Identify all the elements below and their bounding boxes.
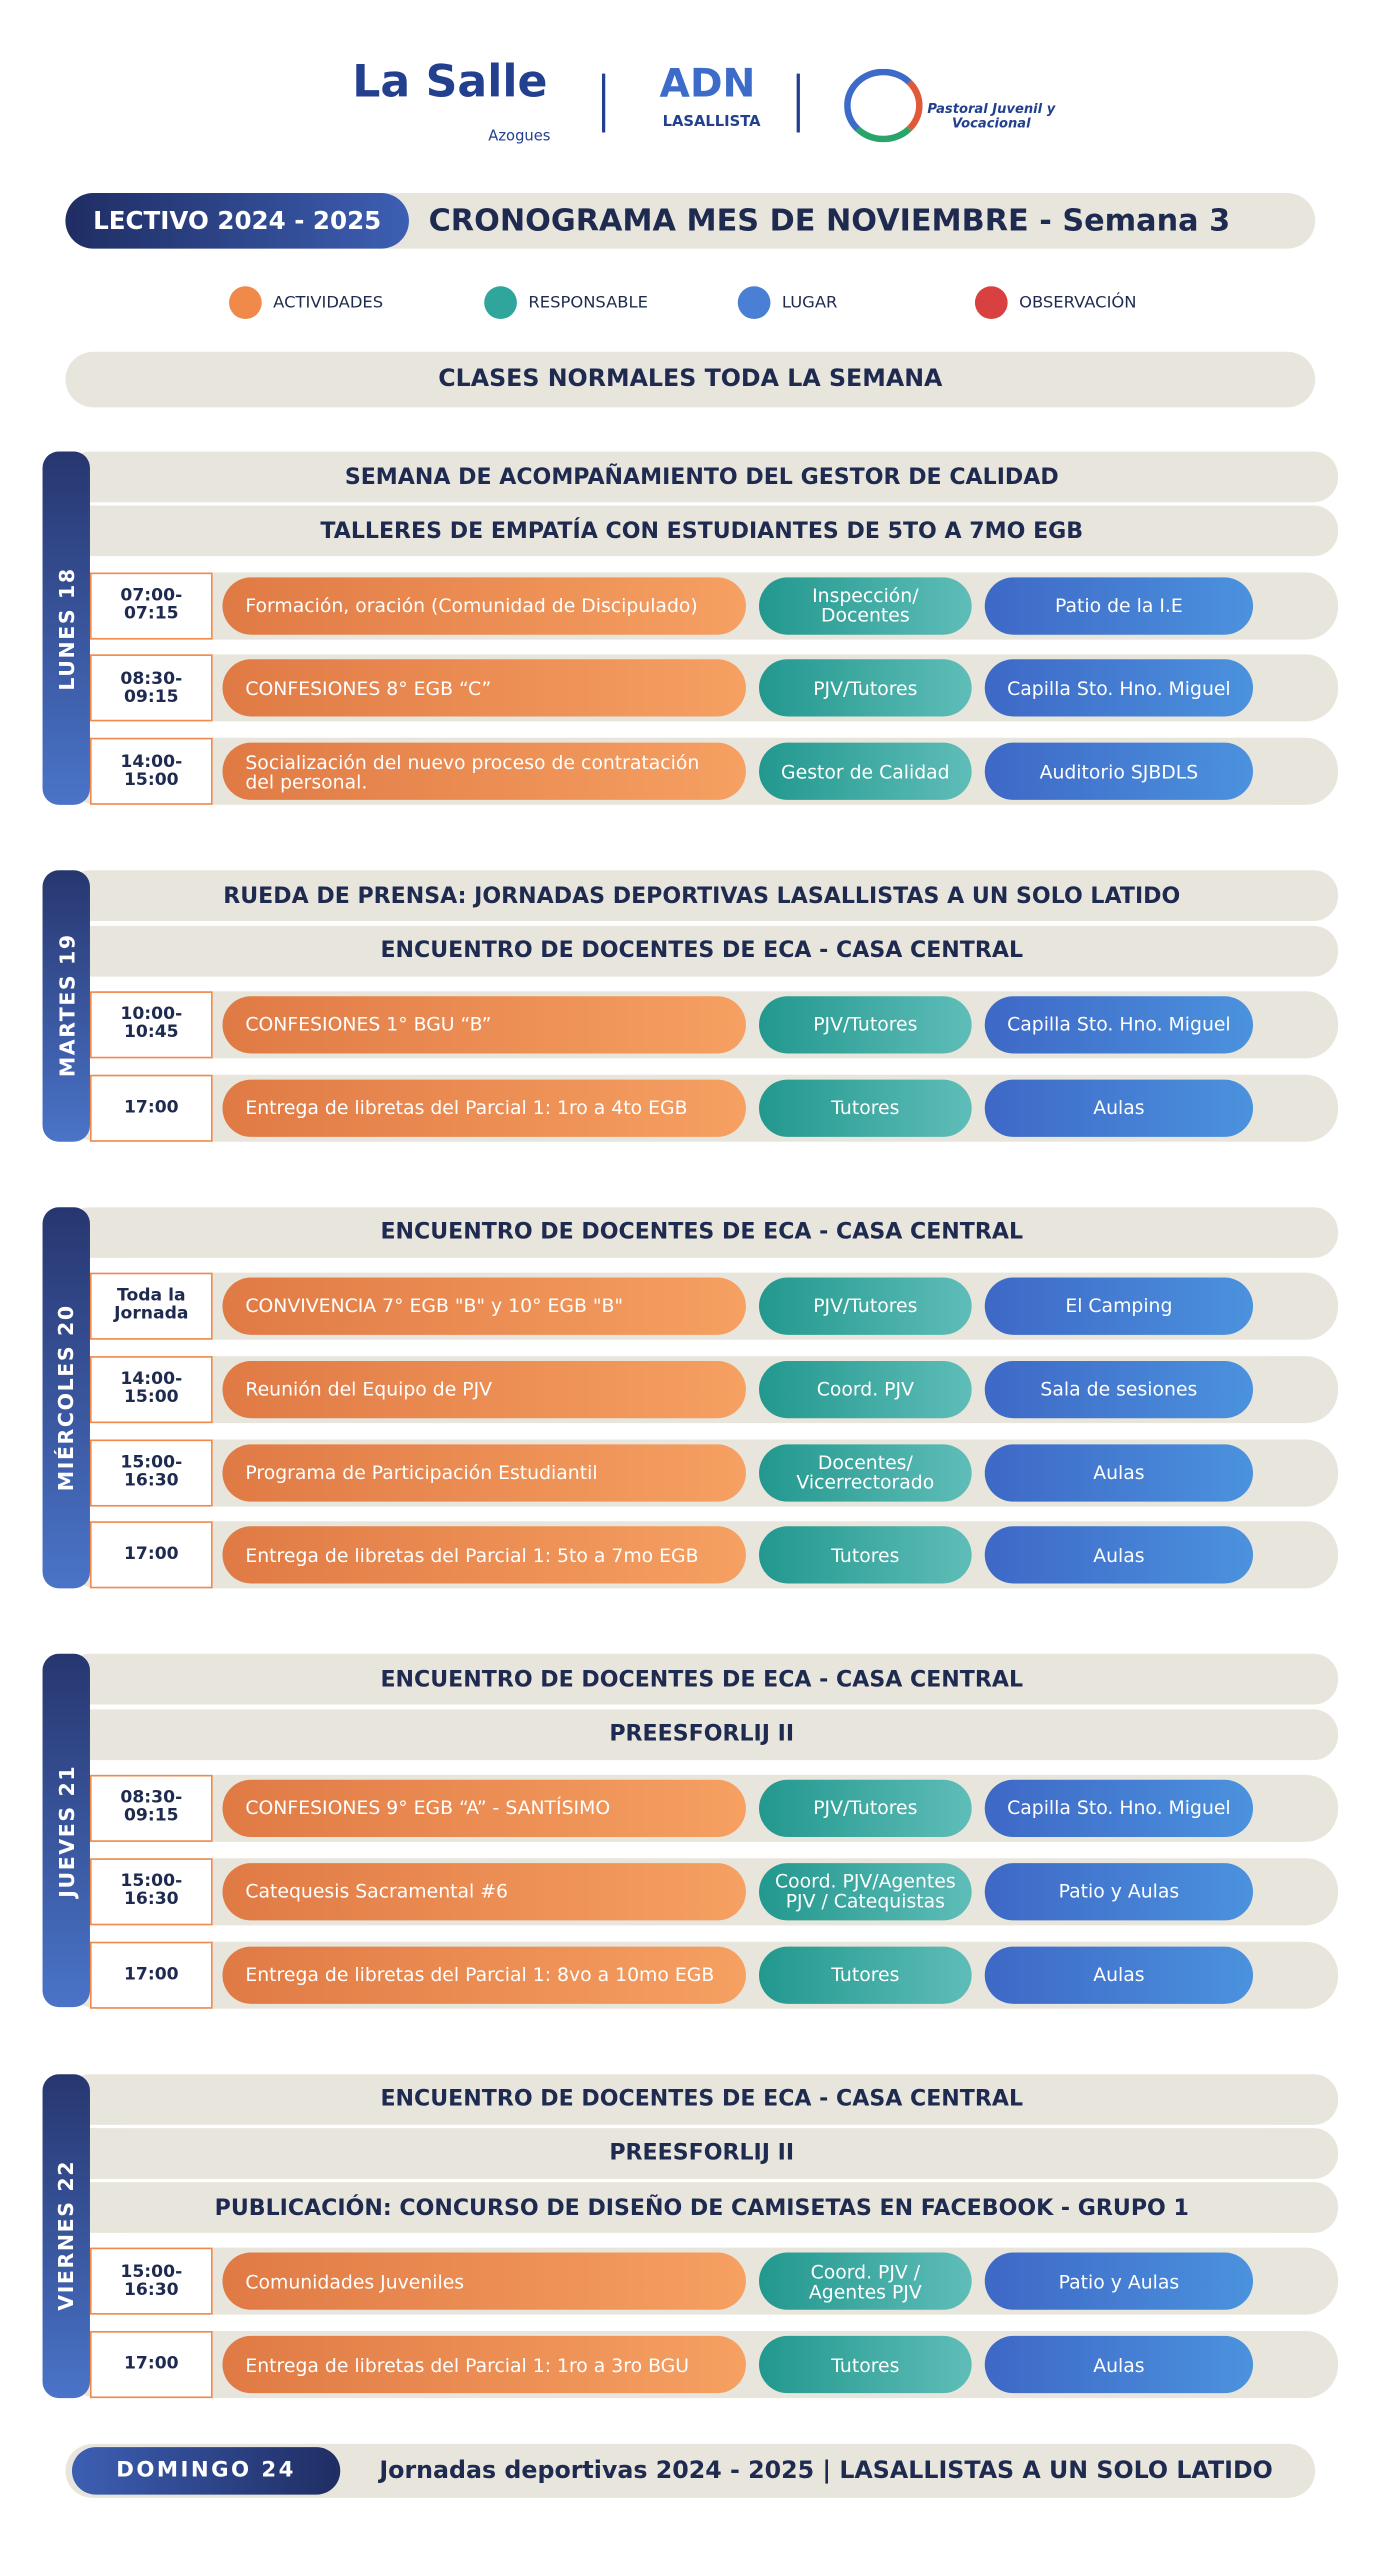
row-place: Aulas <box>984 1443 1254 1501</box>
legend-dot <box>974 286 1008 319</box>
row-time: 17:00 <box>89 1521 213 1589</box>
logo-pastoral-icon <box>844 68 923 143</box>
row-place: Aulas <box>984 1526 1254 1584</box>
footer-text: Jornadas deportivas 2024 - 2025 | LASALL… <box>379 2457 1273 2484</box>
logo-main: La Salle <box>352 56 548 108</box>
legend-label: ACTIVIDADES <box>273 293 384 312</box>
row-place: Capilla Sto. Hno. Miguel <box>984 995 1254 1054</box>
row-place: Aulas <box>984 1945 1254 2004</box>
row-activity: Entrega de libretas del Parcial 1: 1ro a… <box>222 2336 746 2394</box>
day-banner: PUBLICACIÓN: CONCURSO DE DISEÑO DE CAMIS… <box>65 2182 1339 2234</box>
logo-adn: ADN <box>659 60 756 107</box>
row-activity: CONVIVENCIA 7° EGB "B" y 10° EGB "B" <box>222 1277 746 1335</box>
day-banner: PREESFORLIJ II <box>65 1708 1339 1760</box>
row-responsible: Coord. PJV <box>759 1360 972 1418</box>
row-time: 17:00 <box>89 1940 213 2008</box>
row-time: 17:00 <box>89 2331 213 2399</box>
row-place: Auditorio SJBDLS <box>984 742 1254 801</box>
day-label: LUNES 18 <box>53 566 79 690</box>
row-activity: Comunidades Juveniles <box>222 2253 746 2311</box>
row-activity: Entrega de libretas del Parcial 1: 8vo a… <box>222 1945 746 2004</box>
period: LECTIVO 2024 - 2025 <box>65 193 409 249</box>
day-tab: MARTES 19 <box>42 870 90 1142</box>
row-activity: Entrega de libretas del Parcial 1: 1ro a… <box>222 1078 746 1137</box>
row-time: 08:30-09:15 <box>89 1774 213 1842</box>
day-banner: PREESFORLIJ II <box>65 2127 1339 2179</box>
day-banner: ENCUENTRO DE DOCENTES DE ECA - CASA CENT… <box>65 925 1339 976</box>
row-time: Toda la Jornada <box>89 1272 213 1340</box>
title: CRONOGRAMA MES DE NOVIEMBRE - Semana 3 <box>428 203 1231 239</box>
row-responsible: Inspección/ Docentes <box>759 576 972 635</box>
row-place: Patio de la I.E <box>984 576 1254 635</box>
legend-label: OBSERVACIÓN <box>1019 293 1137 312</box>
day-tab: MIÉRCOLES 20 <box>42 1206 90 1589</box>
row-time: 17:00 <box>89 1074 213 1142</box>
row-responsible: Tutores <box>759 2336 972 2394</box>
row-place: Patio y Aulas <box>984 1862 1254 1920</box>
row-activity: Entrega de libretas del Parcial 1: 5to a… <box>222 1526 746 1584</box>
row-responsible: PJV/Tutores <box>759 1277 972 1335</box>
row-responsible: Coord. PJV / Agentes PJV <box>759 2253 972 2311</box>
divider <box>601 73 606 133</box>
logo-adn-sub: LASALLISTA <box>662 114 761 131</box>
row-place: El Camping <box>984 1277 1254 1335</box>
row-activity: Reunión del Equipo de PJV <box>222 1360 746 1418</box>
row-responsible: Tutores <box>759 1945 972 2004</box>
row-time: 07:00-07:15 <box>89 571 213 639</box>
day-banner: TALLERES DE EMPATÍA CON ESTUDIANTES DE 5… <box>65 505 1339 557</box>
row-responsible: PJV/Tutores <box>759 1779 972 1837</box>
row-activity: CONFESIONES 9° EGB “A” - SANTÍSIMO <box>222 1779 746 1837</box>
row-activity: CONFESIONES 8° EGB “C” <box>222 659 746 718</box>
legend-dot <box>229 286 262 319</box>
day-label: MIÉRCOLES 20 <box>53 1304 79 1492</box>
row-activity: Socialización del nuevo proceso de contr… <box>222 742 746 801</box>
divider <box>796 73 800 133</box>
row-activity: Programa de Participación Estudiantil <box>222 1443 746 1501</box>
day-banner: SEMANA DE ACOMPAÑAMIENTO DEL GESTOR DE C… <box>65 451 1339 503</box>
row-time: 14:00-15:00 <box>89 738 213 806</box>
row-activity: CONFESIONES 1° BGU “B” <box>222 995 746 1054</box>
row-place: Capilla Sto. Hno. Miguel <box>984 659 1254 718</box>
legend-dot <box>484 286 517 319</box>
day-tab: LUNES 18 <box>42 451 90 806</box>
row-time: 15:00-16:30 <box>89 1857 213 1925</box>
legend-label: RESPONSABLE <box>528 293 648 312</box>
row-place: Capilla Sto. Hno. Miguel <box>984 1779 1254 1837</box>
legend-dot <box>737 286 771 319</box>
row-time: 10:00-10:45 <box>89 990 213 1059</box>
footer-day: DOMINGO 24 <box>71 2447 341 2495</box>
legend-label: LUGAR <box>781 293 838 312</box>
day-banner: ENCUENTRO DE DOCENTES DE ECA - CASA CENT… <box>65 2073 1339 2125</box>
row-time: 14:00-15:00 <box>89 1355 213 1423</box>
row-responsible: Coord. PJV/Agentes PJV / Catequistas <box>759 1862 972 1920</box>
notice: CLASES NORMALES TODA LA SEMANA <box>65 351 1316 408</box>
day-label: MARTES 19 <box>53 933 79 1078</box>
row-responsible: PJV/Tutores <box>759 659 972 718</box>
row-time: 15:00-16:30 <box>89 2248 213 2316</box>
row-time: 08:30-09:15 <box>89 654 213 723</box>
row-responsible: Tutores <box>759 1078 972 1137</box>
logo-sub: Azogues <box>488 129 551 146</box>
row-responsible: Docentes/ Vicerrectorado <box>759 1443 972 1501</box>
day-banner: RUEDA DE PRENSA: JORNADAS DEPORTIVAS LAS… <box>65 870 1339 922</box>
day-tab: VIERNES 22 <box>42 2073 90 2399</box>
row-responsible: Gestor de Calidad <box>759 742 972 801</box>
day-label: JUEVES 21 <box>53 1764 79 1898</box>
row-place: Patio y Aulas <box>984 2253 1254 2311</box>
row-activity: Catequesis Sacramental #6 <box>222 1862 746 1920</box>
day-banner: ENCUENTRO DE DOCENTES DE ECA - CASA CENT… <box>65 1206 1339 1258</box>
row-place: Aulas <box>984 2336 1254 2394</box>
row-activity: Formación, oración (Comunidad de Discipu… <box>222 576 746 635</box>
day-banner: ENCUENTRO DE DOCENTES DE ECA - CASA CENT… <box>65 1654 1339 1705</box>
row-place: Aulas <box>984 1078 1254 1137</box>
logo-pastoral: Pastoral Juvenil y Vocacional <box>927 101 1056 131</box>
day-tab: JUEVES 21 <box>42 1654 90 2008</box>
row-time: 15:00-16:30 <box>89 1438 213 1506</box>
day-label: VIERNES 22 <box>53 2160 79 2312</box>
row-responsible: PJV/Tutores <box>759 995 972 1054</box>
row-responsible: Tutores <box>759 1526 972 1584</box>
row-place: Sala de sesiones <box>984 1360 1254 1418</box>
